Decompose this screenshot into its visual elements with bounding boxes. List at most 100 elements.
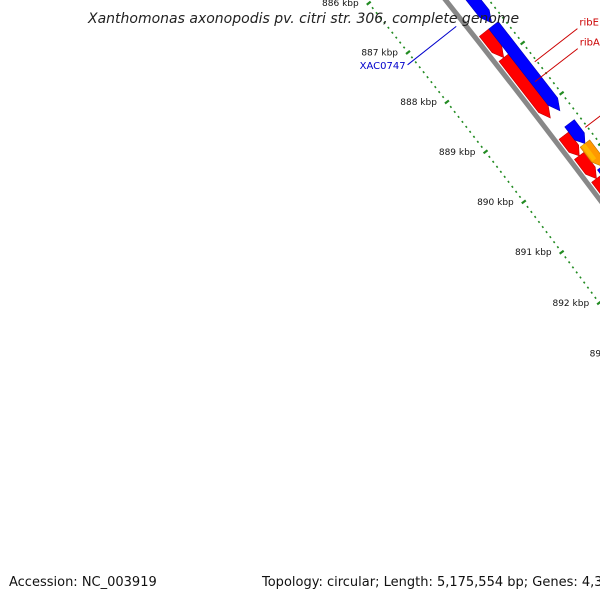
minor-tick	[395, 36, 398, 39]
minor-tick	[552, 81, 556, 85]
minor-tick	[418, 65, 421, 69]
kbp-label: 888 kbp	[400, 98, 437, 108]
kbp-label: 887 kbp	[361, 48, 398, 58]
minor-tick	[571, 266, 575, 269]
minor-tick	[587, 127, 590, 130]
minor-tick	[414, 61, 418, 64]
minor-tick	[595, 137, 598, 141]
minor-tick	[387, 26, 390, 30]
major-tick	[558, 90, 565, 96]
minor-tick	[449, 105, 453, 109]
minor-tick	[480, 145, 483, 149]
minor-tick	[537, 220, 541, 224]
minor-tick	[491, 160, 495, 164]
minor-tick	[509, 26, 513, 30]
minor-tick	[518, 195, 522, 199]
genome-summary: Topology: circular; Length: 5,175,554 bp…	[261, 575, 600, 590]
minor-tick	[568, 102, 571, 105]
minor-tick	[426, 75, 429, 79]
minor-tick	[556, 86, 560, 90]
minor-tick	[383, 21, 386, 25]
minor-tick	[488, 155, 491, 159]
major-tick	[597, 142, 600, 147]
label-line	[534, 28, 578, 63]
minor-tick	[530, 210, 533, 214]
minor-tick	[434, 85, 437, 89]
minor-tick	[511, 185, 514, 189]
label-line	[534, 48, 579, 83]
major-tick	[558, 249, 565, 255]
minor-tick	[379, 16, 382, 20]
accession-label: Accession: NC_003919	[9, 575, 157, 590]
minor-tick	[552, 240, 556, 244]
minor-tick	[472, 135, 476, 139]
gene-highlight	[592, 178, 600, 191]
minor-tick	[529, 51, 532, 55]
major-tick	[482, 149, 489, 155]
gene-highlight	[500, 57, 544, 112]
gene-highlight	[490, 25, 553, 105]
minor-tick	[526, 205, 529, 209]
minor-tick	[375, 11, 378, 15]
minor-tick	[564, 97, 567, 100]
minor-tick	[507, 180, 510, 184]
minor-tick	[567, 261, 571, 264]
minor-tick	[540, 66, 544, 70]
minor-tick	[468, 130, 472, 134]
minor-tick	[591, 132, 594, 136]
minor-tick	[422, 70, 425, 74]
gene-highlight	[565, 123, 580, 140]
minor-tick	[525, 46, 528, 50]
gene-features	[465, 0, 600, 194]
minor-tick	[501, 16, 505, 20]
minor-tick	[514, 190, 518, 194]
minor-tick	[398, 41, 402, 44]
minor-tick	[575, 271, 578, 274]
minor-tick	[391, 31, 394, 34]
major-tick	[366, 0, 372, 6]
minor-tick	[402, 46, 406, 49]
minor-tick	[564, 256, 567, 259]
minor-tick	[517, 36, 520, 40]
kbp-label: 893 kbp	[590, 350, 600, 360]
minor-tick	[505, 21, 509, 25]
minor-tick	[437, 90, 441, 94]
map-title: Xanthomonas axonopodis pv. citri str. 30…	[87, 11, 519, 27]
minor-tick	[441, 95, 445, 99]
minor-tick	[533, 56, 536, 60]
minor-tick	[495, 165, 499, 169]
tick-marks	[366, 0, 600, 306]
minor-tick	[453, 110, 456, 114]
minor-tick	[579, 117, 583, 120]
gene-highlight	[575, 155, 591, 174]
minor-tick	[537, 61, 540, 65]
minor-tick	[410, 56, 414, 59]
kbp-label: 889 kbp	[439, 148, 476, 158]
minor-tick	[476, 140, 480, 144]
label-line	[407, 25, 457, 66]
kbp-label: 892 kbp	[552, 299, 589, 309]
gene-highlight	[581, 143, 597, 162]
minor-tick	[548, 76, 552, 80]
minor-tick	[579, 276, 582, 279]
minor-tick	[556, 245, 560, 249]
gene-highlight	[480, 32, 497, 52]
major-tick	[444, 99, 450, 105]
genome-backbone	[442, 0, 600, 205]
kbp-label: 890 kbp	[477, 198, 514, 208]
gene-labels: XAC0747ribAribEribHnusBthiLXAC0753XAC075…	[360, 18, 600, 128]
minor-tick	[572, 107, 575, 110]
minor-tick	[489, 1, 493, 5]
major-tick	[596, 300, 600, 306]
minor-tick	[465, 125, 468, 129]
minor-tick	[545, 230, 548, 234]
minor-tick	[594, 296, 597, 300]
minor-tick	[513, 31, 517, 35]
minor-tick	[499, 170, 503, 174]
kbp-label: 891 kbp	[515, 248, 552, 258]
gene-label-ribA: ribA	[580, 38, 600, 49]
gene-highlight	[467, 0, 485, 17]
gene-label-XAC0747: XAC0747	[360, 61, 406, 72]
